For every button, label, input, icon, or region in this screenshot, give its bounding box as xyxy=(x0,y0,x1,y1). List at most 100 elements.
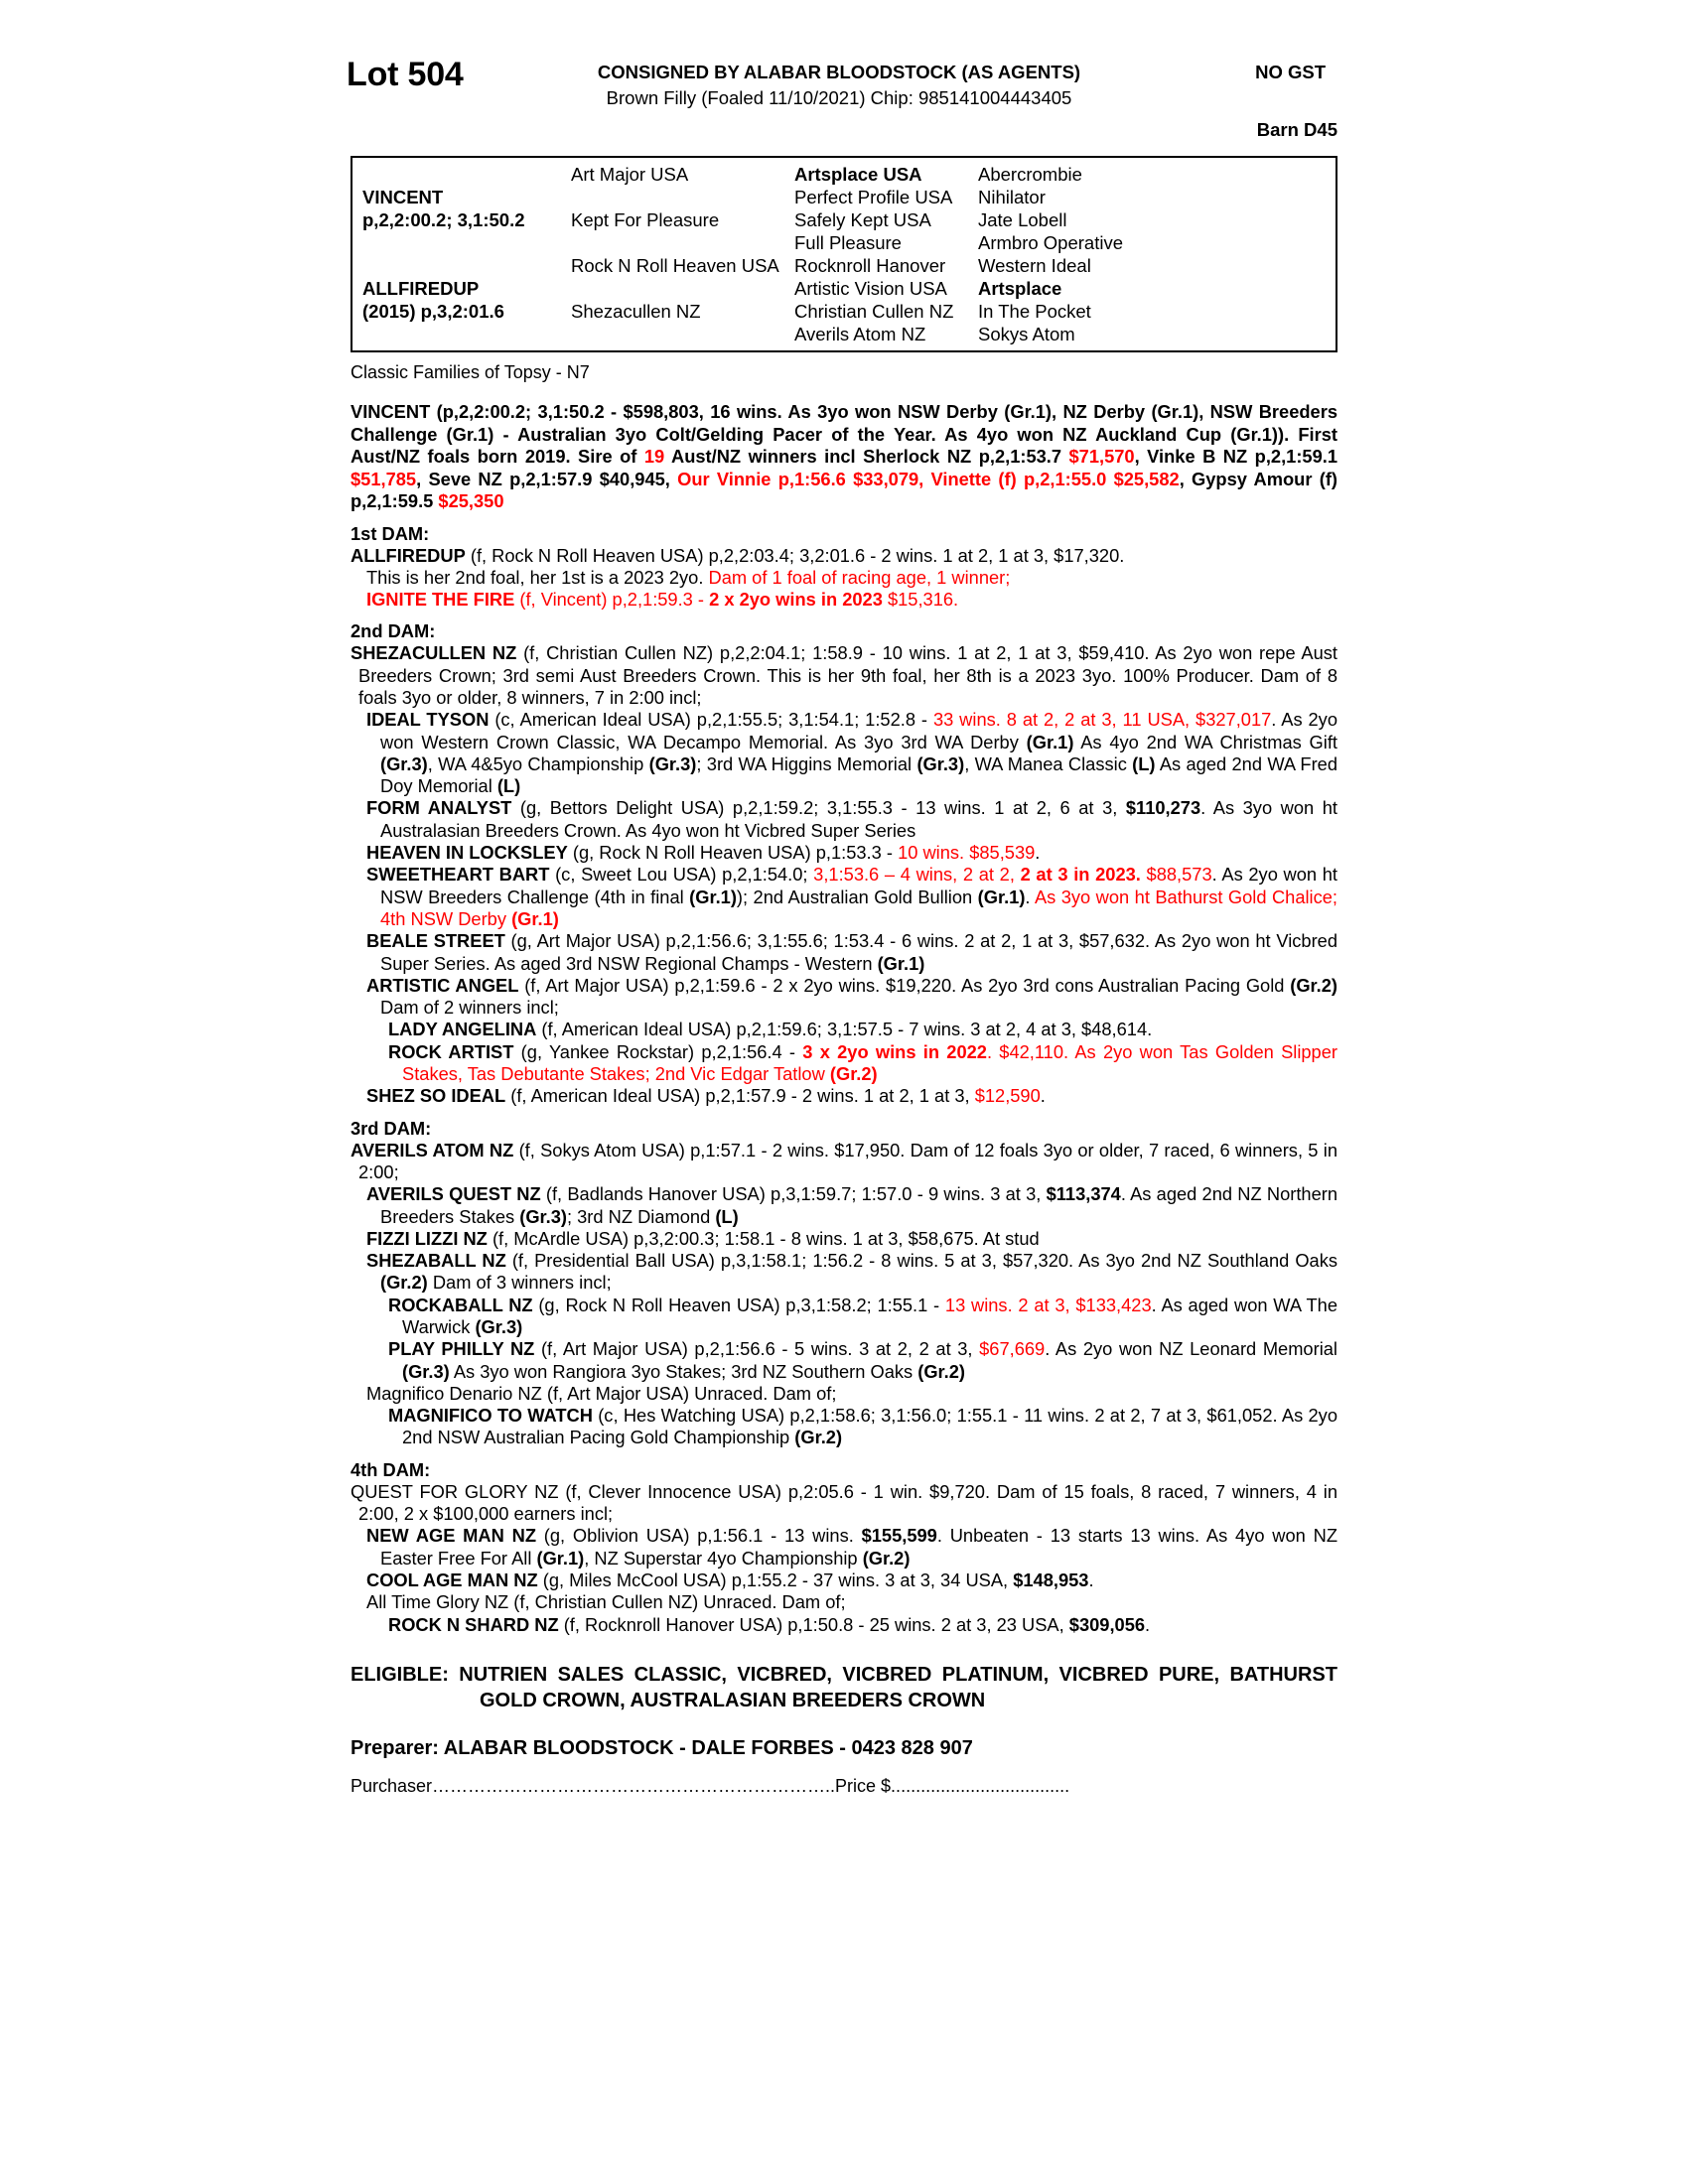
sire-name: VINCENT xyxy=(362,187,444,207)
entry-text: $155,599 xyxy=(861,1525,937,1547)
entry-text: NEW AGE MAN NZ xyxy=(366,1525,536,1547)
sire-paragraph: VINCENT (p,2,2:00.2; 3,1:50.2 - $598,803… xyxy=(351,401,1337,513)
ped4-7: In The Pocket xyxy=(978,301,1091,322)
sire-dam: Kept For Pleasure xyxy=(571,209,720,230)
entry-text: Tas Golden Slipper Stakes, Tas Debutante… xyxy=(402,1040,1337,1085)
entry-text: (f, Vincent) p,2,1:59.3 - xyxy=(514,589,710,611)
entry-text: 3,1:53.6 – 4 wins, 2 at 2, xyxy=(813,864,1021,886)
page-sheet: Lot 504 CONSIGNED BY ALABAR BLOODSTOCK (… xyxy=(343,48,1345,1797)
entry-text: SHEZACULLEN NZ xyxy=(351,642,517,664)
entry-text: (Gr.2) xyxy=(917,1360,965,1382)
entry-text: PLAY PHILLY NZ xyxy=(388,1338,535,1360)
entry-text: ROCKABALL NZ xyxy=(388,1294,533,1315)
entry-text: (Gr.3) xyxy=(916,752,965,774)
sire-red-run: Our Vinnie p,1:56.6 $33,079, Vinette (f)… xyxy=(677,468,1180,489)
entry-text: All Time Glory NZ (f, Christian Cullen N… xyxy=(366,1591,846,1613)
entry-text: (f, Art Major USA) p,2,1:56.6 - 5 wins. … xyxy=(534,1338,980,1360)
pedigree-entry: ROCKABALL NZ (g, Rock N Roll Heaven USA)… xyxy=(351,1295,1337,1339)
pedigree-entry: FIZZI LIZZI NZ (f, McArdle USA) p,3,2:00… xyxy=(351,1228,1337,1250)
pedigree-col-third: Artsplace USA Perfect Profile USA Safely… xyxy=(794,163,978,345)
entry-text: ; 3rd NZ Diamond xyxy=(566,1205,716,1227)
dam-heading: 4th DAM: xyxy=(351,1458,431,1480)
entry-text: $12,590 xyxy=(974,1085,1041,1107)
subject-description: Brown Filly (Foaled 11/10/2021) Chip: 98… xyxy=(606,87,1072,108)
pedigree-entry: ROCK ARTIST (g, Yankee Rockstar) p,2,1:5… xyxy=(351,1041,1337,1086)
entry-text: . $42,110. As 2yo won xyxy=(986,1040,1181,1062)
dam-sections: 1st DAM: ALLFIREDUP (f, Rock N Roll Heave… xyxy=(343,523,1345,1636)
barn-label: Barn D45 xyxy=(1256,119,1337,140)
pedigree-entry: MAGNIFICO TO WATCH (c, Hes Watching USA)… xyxy=(351,1405,1337,1449)
page-header: Lot 504 CONSIGNED BY ALABAR BLOODSTOCK (… xyxy=(343,48,1345,152)
pedigree-entry: NEW AGE MAN NZ (g, Oblivion USA) p,1:56.… xyxy=(351,1525,1337,1570)
entry-text: SHEZ SO IDEAL xyxy=(366,1085,506,1107)
preparer-text: Preparer: ALABAR BLOODSTOCK - DALE FORBE… xyxy=(351,1736,973,1759)
dam-heading: 1st DAM: xyxy=(351,522,430,544)
ped3-5: Rocknroll Hanover xyxy=(794,255,946,276)
entry-text: (Gr.2) xyxy=(862,1547,911,1569)
family-line: Classic Families of Topsy - N7 xyxy=(351,362,590,382)
pedigree-col-second: Art Major USA Kept For Pleasure Rock N R… xyxy=(571,163,794,345)
entry-text: (Gr.2) xyxy=(380,1272,428,1294)
entry-text: (Gr.1) xyxy=(1026,731,1074,752)
entry-text: As 3yo won ht Bathurst Gold Chalice; 4th… xyxy=(380,886,1338,929)
entry-text: . As 3yo won ht Australasian Breeders Cr… xyxy=(380,797,1337,841)
entry-text: (Gr.3) xyxy=(380,752,428,774)
entry-text: $15,316. xyxy=(882,589,959,611)
entry-text: (L) xyxy=(496,775,521,797)
sire-record: p,2,2:00.2; 3,1:50.2 xyxy=(362,209,525,230)
entry-text: (f, Christian Cullen NZ) p,2,2:04.1; 1:5… xyxy=(358,642,1337,708)
ped4-4: Armbro Operative xyxy=(978,232,1123,253)
entry-text: (c, Sweet Lou USA) p,2,1:54.0; xyxy=(549,864,814,886)
entry-text: 13 wins. 2 at 3, $133,423 xyxy=(944,1294,1152,1315)
entry-text: QUEST FOR GLORY NZ (f, Clever Innocence … xyxy=(351,1480,1337,1525)
entry-text: (g, Miles McCool USA) p,1:55.2 - 37 wins… xyxy=(537,1569,1014,1590)
purchaser-line: Purchaser…………………………………………………………..Price $… xyxy=(351,1775,1070,1796)
entry-text: (c, Hes Watching USA) p,2,1:58.6; 3,1:56… xyxy=(402,1405,1337,1448)
entry-text: COOL AGE MAN NZ xyxy=(366,1569,538,1590)
entry-text: . As aged 2nd NZ Northern Breeders Stake… xyxy=(380,1183,1337,1227)
pedigree-entry: Magnifico Denario NZ (f, Art Major USA) … xyxy=(351,1383,1337,1405)
ped4-8: Sokys Atom xyxy=(978,324,1075,344)
entry-text: (Gr.2) xyxy=(1290,974,1337,996)
pedigree-entry: SHEZACULLEN NZ (f, Christian Cullen NZ) … xyxy=(351,642,1337,709)
entry-text: (Gr.2) xyxy=(794,1427,843,1448)
lot-number: Lot 504 xyxy=(347,56,464,93)
entry-text: , WA Manea Classic xyxy=(964,752,1133,774)
ped3-6: Artistic Vision USA xyxy=(794,278,947,299)
entry-text: 3 x 2yo wins in 2022 xyxy=(802,1040,987,1062)
entry-text: , NZ Superstar 4yo Championship xyxy=(584,1547,863,1569)
pedigree-entry: ALLFIREDUP (f, Rock N Roll Heaven USA) p… xyxy=(351,545,1337,567)
entry-text: As aged 2nd WA Fred Doy Memorial xyxy=(380,752,1338,797)
entry-text: (f, Rock N Roll Heaven USA) p,2,2:03.4; … xyxy=(465,544,1125,566)
entry-text: . As aged won WA The Warwick xyxy=(402,1294,1337,1337)
entry-text: This is her 2nd foal, her 1st is a 2023 … xyxy=(366,566,709,588)
entry-text: IDEAL TYSON xyxy=(366,709,490,731)
entry-text: As 3yo won Rangiora 3yo Stakes; 3rd NZ S… xyxy=(449,1360,918,1382)
ped4-5: Western Ideal xyxy=(978,255,1091,276)
entry-text: Dam of 1 foal of racing age, 1 winner; xyxy=(708,566,1011,588)
pedigree-entry: COOL AGE MAN NZ (g, Miles McCool USA) p,… xyxy=(351,1570,1337,1591)
entry-text: , WA 4&5yo Championship xyxy=(427,752,649,774)
entry-text: (g, Bettors Delight USA) p,2,1:59.2; 3,1… xyxy=(511,797,1126,819)
entry-text: SWEETHEART BART xyxy=(366,864,550,886)
entry-text: ROCK ARTIST xyxy=(388,1040,514,1062)
pedigree-entry: FORM ANALYST (g, Bettors Delight USA) p,… xyxy=(351,797,1337,842)
pedigree-entry: AVERILS ATOM NZ (f, Sokys Atom USA) p,1:… xyxy=(351,1140,1337,1184)
entry-text: (g, Oblivion USA) p,1:56.1 - 13 wins. xyxy=(536,1525,862,1547)
entry-text: $309,056 xyxy=(1068,1613,1146,1635)
gst-status: NO GST xyxy=(1255,62,1326,82)
entry-text: (f, Presidential Ball USA) p,3,1:58.1; 1… xyxy=(505,1250,1337,1272)
entry-text: Magnifico Denario NZ (f, Art Major USA) … xyxy=(366,1382,837,1404)
ped4-6: Artsplace xyxy=(978,278,1062,299)
entry-text: (Gr.1) xyxy=(977,886,1026,907)
pedigree-entry: ARTISTIC ANGEL (f, Art Major USA) p,2,1:… xyxy=(351,975,1337,1020)
pedigree-entry: SHEZ SO IDEAL (f, American Ideal USA) p,… xyxy=(351,1085,1337,1107)
entry-text: IGNITE THE FIRE xyxy=(366,589,515,611)
ped3-7: Christian Cullen NZ xyxy=(794,301,954,322)
pedigree-entry: SWEETHEART BART (c, Sweet Lou USA) p,2,1… xyxy=(351,864,1337,930)
pedigree-col-subject: VINCENT p,2,2:00.2; 3,1:50.2 ALLFIREDUP … xyxy=(362,163,571,345)
sire-para-part3: , Vinke B NZ p,2,1:59.1 xyxy=(1134,446,1337,467)
entry-text: (Gr.1) xyxy=(689,886,737,907)
entry-text: FIZZI LIZZI NZ xyxy=(366,1227,488,1249)
entry-text: $113,374 xyxy=(1046,1183,1121,1205)
